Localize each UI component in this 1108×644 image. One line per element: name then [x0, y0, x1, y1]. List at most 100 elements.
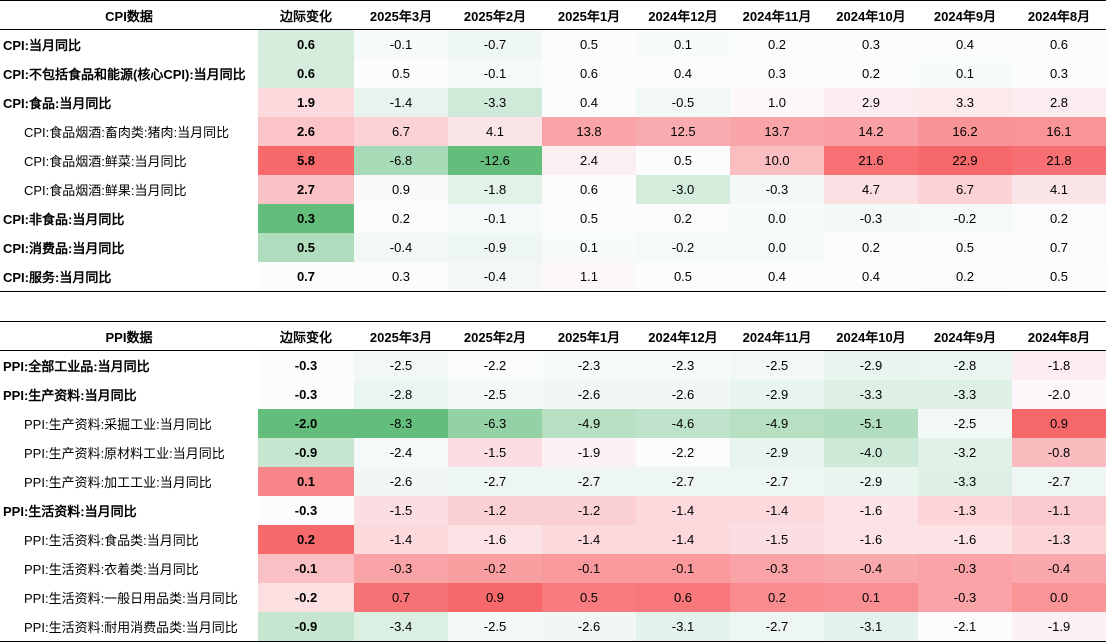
- ppi-value-cell[interactable]: -1.4: [636, 496, 730, 525]
- ppi-change-cell[interactable]: -0.3: [258, 496, 354, 525]
- cpi-value-cell[interactable]: 0.2: [824, 233, 918, 262]
- ppi-value-cell[interactable]: -3.3: [918, 467, 1012, 496]
- cpi-value-cell[interactable]: -0.5: [636, 88, 730, 117]
- cpi-value-cell[interactable]: 0.3: [354, 262, 448, 292]
- cpi-value-cell[interactable]: -0.3: [824, 204, 918, 233]
- cpi-value-cell[interactable]: 0.3: [730, 59, 824, 88]
- ppi-value-cell[interactable]: -2.7: [1012, 467, 1106, 496]
- cpi-row-label[interactable]: CPI:当月同比: [3, 38, 82, 53]
- ppi-value-cell[interactable]: -2.9: [730, 380, 824, 409]
- ppi-value-cell[interactable]: -2.6: [636, 380, 730, 409]
- cpi-value-cell[interactable]: 0.5: [542, 29, 636, 59]
- cpi-change-cell[interactable]: 0.3: [258, 204, 354, 233]
- ppi-value-cell[interactable]: -2.5: [730, 350, 824, 380]
- ppi-value-cell[interactable]: -2.7: [542, 467, 636, 496]
- cpi-value-cell[interactable]: 0.9: [354, 175, 448, 204]
- cpi-value-cell[interactable]: 16.1: [1012, 117, 1106, 146]
- cpi-value-cell[interactable]: -3.3: [448, 88, 542, 117]
- ppi-value-cell[interactable]: -1.3: [918, 496, 1012, 525]
- ppi-value-cell[interactable]: -2.2: [448, 350, 542, 380]
- cpi-value-cell[interactable]: -0.7: [448, 29, 542, 59]
- ppi-change-cell[interactable]: -0.9: [258, 612, 354, 642]
- cpi-header-month[interactable]: 2024年12月: [636, 0, 730, 30]
- cpi-value-cell[interactable]: 0.5: [918, 233, 1012, 262]
- cpi-value-cell[interactable]: 4.1: [1012, 175, 1106, 204]
- cpi-value-cell[interactable]: -0.9: [448, 233, 542, 262]
- ppi-value-cell[interactable]: -1.5: [730, 525, 824, 554]
- cpi-row-label[interactable]: CPI:食品烟酒:鲜菜:当月同比: [24, 154, 187, 169]
- cpi-value-cell[interactable]: 0.5: [542, 204, 636, 233]
- ppi-value-cell[interactable]: -0.1: [542, 554, 636, 583]
- cpi-value-cell[interactable]: -0.2: [918, 204, 1012, 233]
- ppi-value-cell[interactable]: 0.0: [1012, 583, 1106, 612]
- ppi-value-cell[interactable]: -4.6: [636, 409, 730, 438]
- cpi-row-label[interactable]: CPI:食品烟酒:鲜果:当月同比: [24, 183, 187, 198]
- cpi-value-cell[interactable]: 0.2: [730, 29, 824, 59]
- ppi-value-cell[interactable]: -2.2: [636, 438, 730, 467]
- cpi-value-cell[interactable]: 1.1: [542, 262, 636, 292]
- ppi-header-name[interactable]: PPI数据: [0, 321, 258, 351]
- cpi-value-cell[interactable]: 22.9: [918, 146, 1012, 175]
- cpi-value-cell[interactable]: 0.1: [918, 59, 1012, 88]
- ppi-value-cell[interactable]: -4.9: [730, 409, 824, 438]
- ppi-value-cell[interactable]: -1.4: [354, 525, 448, 554]
- cpi-value-cell[interactable]: 0.2: [354, 204, 448, 233]
- cpi-change-cell[interactable]: 5.8: [258, 146, 354, 175]
- ppi-value-cell[interactable]: 0.9: [1012, 409, 1106, 438]
- ppi-value-cell[interactable]: -1.4: [730, 496, 824, 525]
- cpi-value-cell[interactable]: 0.2: [1012, 204, 1106, 233]
- cpi-value-cell[interactable]: 6.7: [354, 117, 448, 146]
- ppi-value-cell[interactable]: -2.4: [354, 438, 448, 467]
- ppi-value-cell[interactable]: -0.8: [1012, 438, 1106, 467]
- cpi-value-cell[interactable]: 0.0: [730, 233, 824, 262]
- ppi-value-cell[interactable]: -0.2: [448, 554, 542, 583]
- ppi-value-cell[interactable]: -2.6: [542, 380, 636, 409]
- cpi-value-cell[interactable]: 0.7: [1012, 233, 1106, 262]
- ppi-value-cell[interactable]: -2.6: [354, 467, 448, 496]
- ppi-value-cell[interactable]: -0.4: [1012, 554, 1106, 583]
- ppi-value-cell[interactable]: -2.5: [448, 612, 542, 642]
- cpi-value-cell[interactable]: 0.5: [636, 146, 730, 175]
- ppi-change-cell[interactable]: -0.3: [258, 350, 354, 380]
- cpi-value-cell[interactable]: -0.3: [730, 175, 824, 204]
- cpi-header-month[interactable]: 2025年2月: [448, 0, 542, 30]
- cpi-value-cell[interactable]: 0.2: [824, 59, 918, 88]
- ppi-row-label[interactable]: PPI:生活资料:当月同比: [3, 504, 137, 519]
- ppi-header-month[interactable]: 2024年11月: [730, 321, 824, 351]
- cpi-value-cell[interactable]: 0.6: [542, 175, 636, 204]
- ppi-header-month[interactable]: 2024年12月: [636, 321, 730, 351]
- cpi-header-month[interactable]: 2024年10月: [824, 0, 918, 30]
- ppi-value-cell[interactable]: -3.1: [824, 612, 918, 642]
- cpi-value-cell[interactable]: 0.4: [730, 262, 824, 292]
- ppi-value-cell[interactable]: -2.8: [354, 380, 448, 409]
- cpi-value-cell[interactable]: -3.0: [636, 175, 730, 204]
- cpi-value-cell[interactable]: -1.4: [354, 88, 448, 117]
- cpi-value-cell[interactable]: 4.7: [824, 175, 918, 204]
- ppi-value-cell[interactable]: -2.7: [730, 467, 824, 496]
- ppi-value-cell[interactable]: 0.2: [730, 583, 824, 612]
- ppi-value-cell[interactable]: -8.3: [354, 409, 448, 438]
- ppi-row-label[interactable]: PPI:生产资料:采掘工业:当月同比: [24, 417, 212, 432]
- ppi-value-cell[interactable]: 0.7: [354, 583, 448, 612]
- cpi-value-cell[interactable]: 21.6: [824, 146, 918, 175]
- ppi-value-cell[interactable]: -1.3: [1012, 525, 1106, 554]
- ppi-header-month[interactable]: 2025年1月: [542, 321, 636, 351]
- cpi-value-cell[interactable]: 0.5: [636, 262, 730, 292]
- ppi-value-cell[interactable]: -2.6: [542, 612, 636, 642]
- ppi-value-cell[interactable]: -2.3: [542, 350, 636, 380]
- ppi-value-cell[interactable]: -1.9: [1012, 612, 1106, 642]
- cpi-value-cell[interactable]: 21.8: [1012, 146, 1106, 175]
- ppi-value-cell[interactable]: -2.8: [918, 350, 1012, 380]
- cpi-value-cell[interactable]: -0.1: [354, 29, 448, 59]
- cpi-value-cell[interactable]: 3.3: [918, 88, 1012, 117]
- ppi-value-cell[interactable]: -3.1: [636, 612, 730, 642]
- ppi-value-cell[interactable]: -1.5: [354, 496, 448, 525]
- ppi-value-cell[interactable]: 0.5: [542, 583, 636, 612]
- cpi-value-cell[interactable]: 0.6: [1012, 29, 1106, 59]
- cpi-value-cell[interactable]: -0.4: [448, 262, 542, 292]
- ppi-value-cell[interactable]: -5.1: [824, 409, 918, 438]
- ppi-row-label[interactable]: PPI:生活资料:衣着类:当月同比: [24, 562, 199, 577]
- ppi-value-cell[interactable]: -3.4: [354, 612, 448, 642]
- ppi-value-cell[interactable]: -3.3: [824, 380, 918, 409]
- cpi-value-cell[interactable]: 1.0: [730, 88, 824, 117]
